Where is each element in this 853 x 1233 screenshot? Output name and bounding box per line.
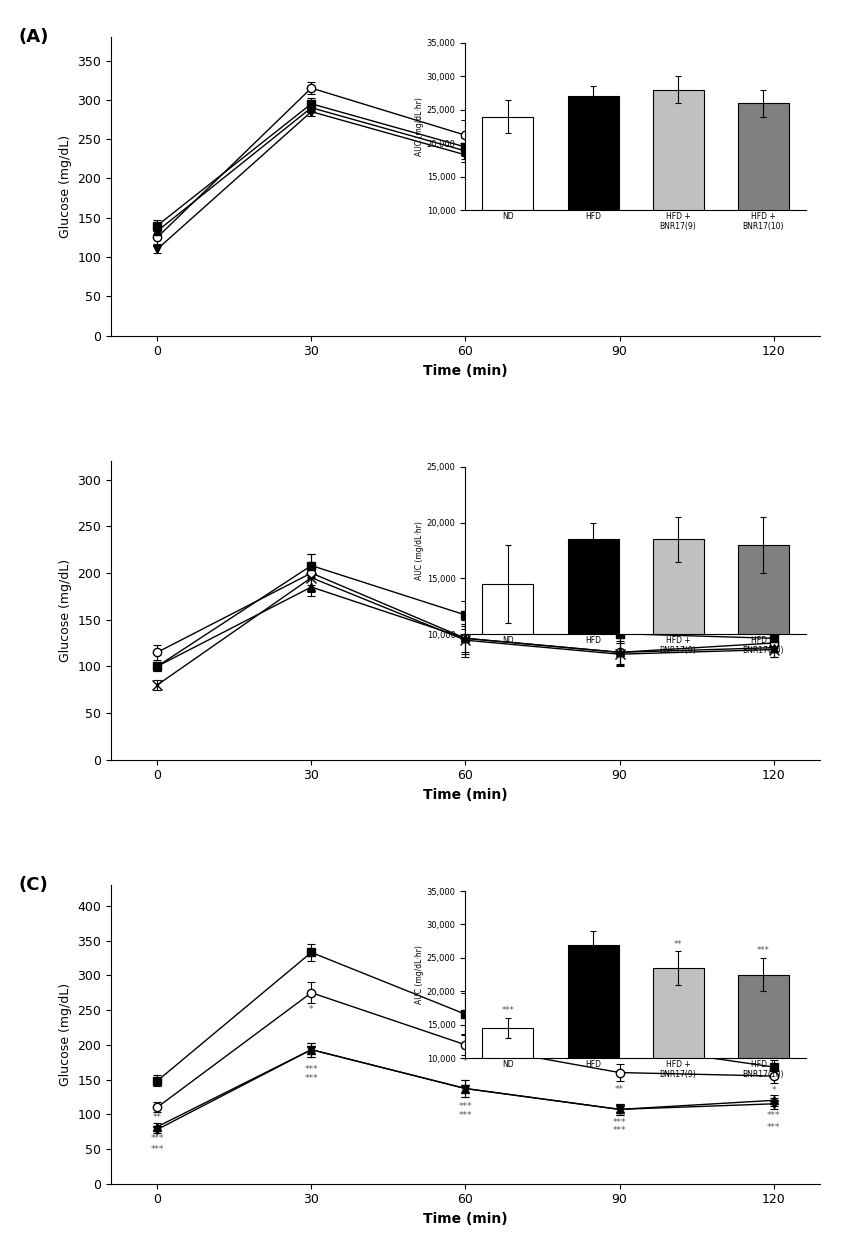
Text: ***: *** [150, 1133, 164, 1143]
Text: ***: *** [305, 1074, 317, 1083]
Text: ***: *** [458, 1102, 472, 1111]
Text: **: ** [153, 1113, 161, 1122]
Text: ***: *** [612, 1117, 625, 1127]
Text: ***: *** [766, 1123, 780, 1132]
Text: *: * [462, 1057, 467, 1067]
Text: (A): (A) [19, 28, 49, 46]
Y-axis label: Glucose (mg/dL): Glucose (mg/dL) [59, 983, 72, 1086]
Y-axis label: Glucose (mg/dL): Glucose (mg/dL) [59, 559, 72, 662]
Text: *: * [309, 1005, 313, 1015]
X-axis label: Time (min): Time (min) [422, 1212, 508, 1226]
Y-axis label: Glucose (mg/dL): Glucose (mg/dL) [59, 134, 72, 238]
Text: ***: *** [766, 1111, 780, 1120]
Text: **: ** [614, 1085, 624, 1094]
Text: *: * [770, 1086, 775, 1095]
Text: ***: *** [458, 1111, 472, 1120]
Text: ***: *** [150, 1144, 164, 1154]
Text: ***: *** [612, 1126, 625, 1136]
Text: ***: *** [305, 1065, 317, 1074]
Text: (C): (C) [19, 877, 49, 894]
X-axis label: Time (min): Time (min) [422, 364, 508, 377]
X-axis label: Time (min): Time (min) [422, 788, 508, 801]
